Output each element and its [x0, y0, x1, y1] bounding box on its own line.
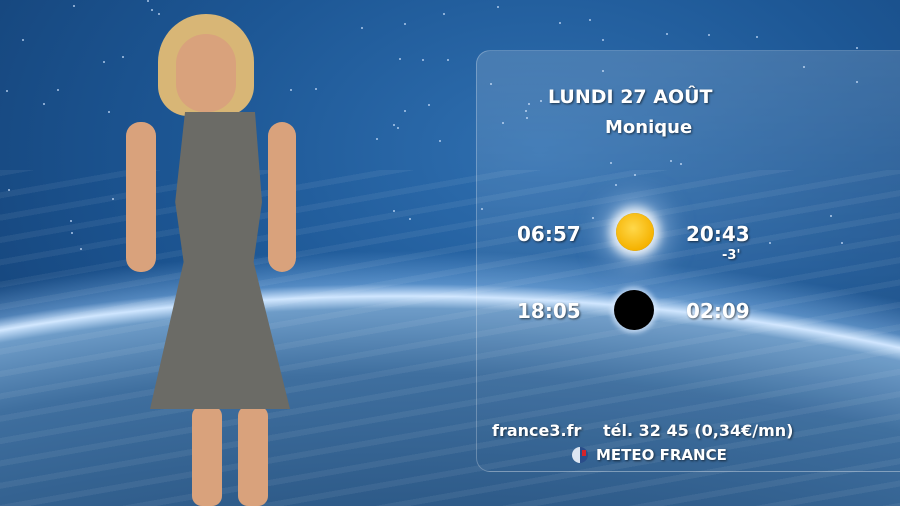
presenter	[120, 12, 305, 506]
star	[403, 22, 406, 25]
star	[151, 9, 154, 12]
star	[679, 163, 682, 166]
star	[856, 47, 859, 50]
star	[6, 89, 9, 92]
meteo-france-logo	[572, 447, 588, 463]
star	[57, 88, 60, 91]
star	[315, 87, 318, 90]
star	[490, 82, 493, 85]
moonset-time: 02:09	[686, 299, 750, 323]
star	[803, 66, 806, 69]
phone-label: tél. 32 45 (0,34€/mn)	[603, 421, 794, 440]
star	[610, 161, 613, 164]
star	[397, 126, 400, 129]
star	[147, 0, 150, 3]
partner-label: METEO FRANCE	[596, 446, 727, 464]
star	[289, 89, 292, 92]
date-label: LUNDI 27 AOÛT	[548, 86, 713, 108]
sun-icon	[616, 213, 654, 251]
star	[421, 59, 424, 61]
presenter-face	[176, 34, 236, 112]
star	[446, 58, 449, 61]
star	[361, 27, 364, 30]
star	[439, 140, 442, 143]
star	[602, 39, 605, 42]
sunrise-time: 06:57	[517, 222, 581, 246]
presenter-arm	[268, 122, 296, 272]
star	[540, 100, 543, 103]
star	[403, 109, 406, 112]
star	[442, 13, 445, 15]
presenter-leg	[192, 406, 222, 506]
star	[121, 55, 124, 58]
star	[526, 117, 529, 120]
star	[755, 36, 758, 39]
star	[524, 110, 527, 113]
star	[589, 19, 592, 22]
presenter-arm	[126, 122, 156, 272]
star	[103, 60, 106, 63]
star	[669, 160, 672, 163]
website-label: france3.fr	[492, 421, 582, 440]
star	[399, 58, 402, 61]
star	[855, 81, 858, 84]
star	[157, 12, 160, 15]
star	[496, 6, 499, 9]
info-panel	[476, 50, 900, 472]
daylight-change: -3'	[722, 248, 741, 263]
sunset-time: 20:43	[686, 222, 750, 246]
presenter-leg	[238, 406, 268, 506]
star	[375, 137, 378, 140]
star	[528, 102, 531, 105]
star	[42, 103, 45, 106]
star	[21, 38, 24, 41]
star	[708, 34, 711, 37]
star	[428, 103, 431, 106]
saint-of-day: Monique	[605, 117, 693, 138]
star	[559, 21, 562, 24]
star	[392, 123, 395, 126]
new-moon-icon	[614, 290, 654, 330]
star	[73, 5, 76, 8]
star	[502, 121, 505, 124]
star	[665, 32, 668, 35]
star	[108, 111, 111, 114]
star	[601, 70, 604, 73]
moonrise-time: 18:05	[517, 299, 581, 323]
